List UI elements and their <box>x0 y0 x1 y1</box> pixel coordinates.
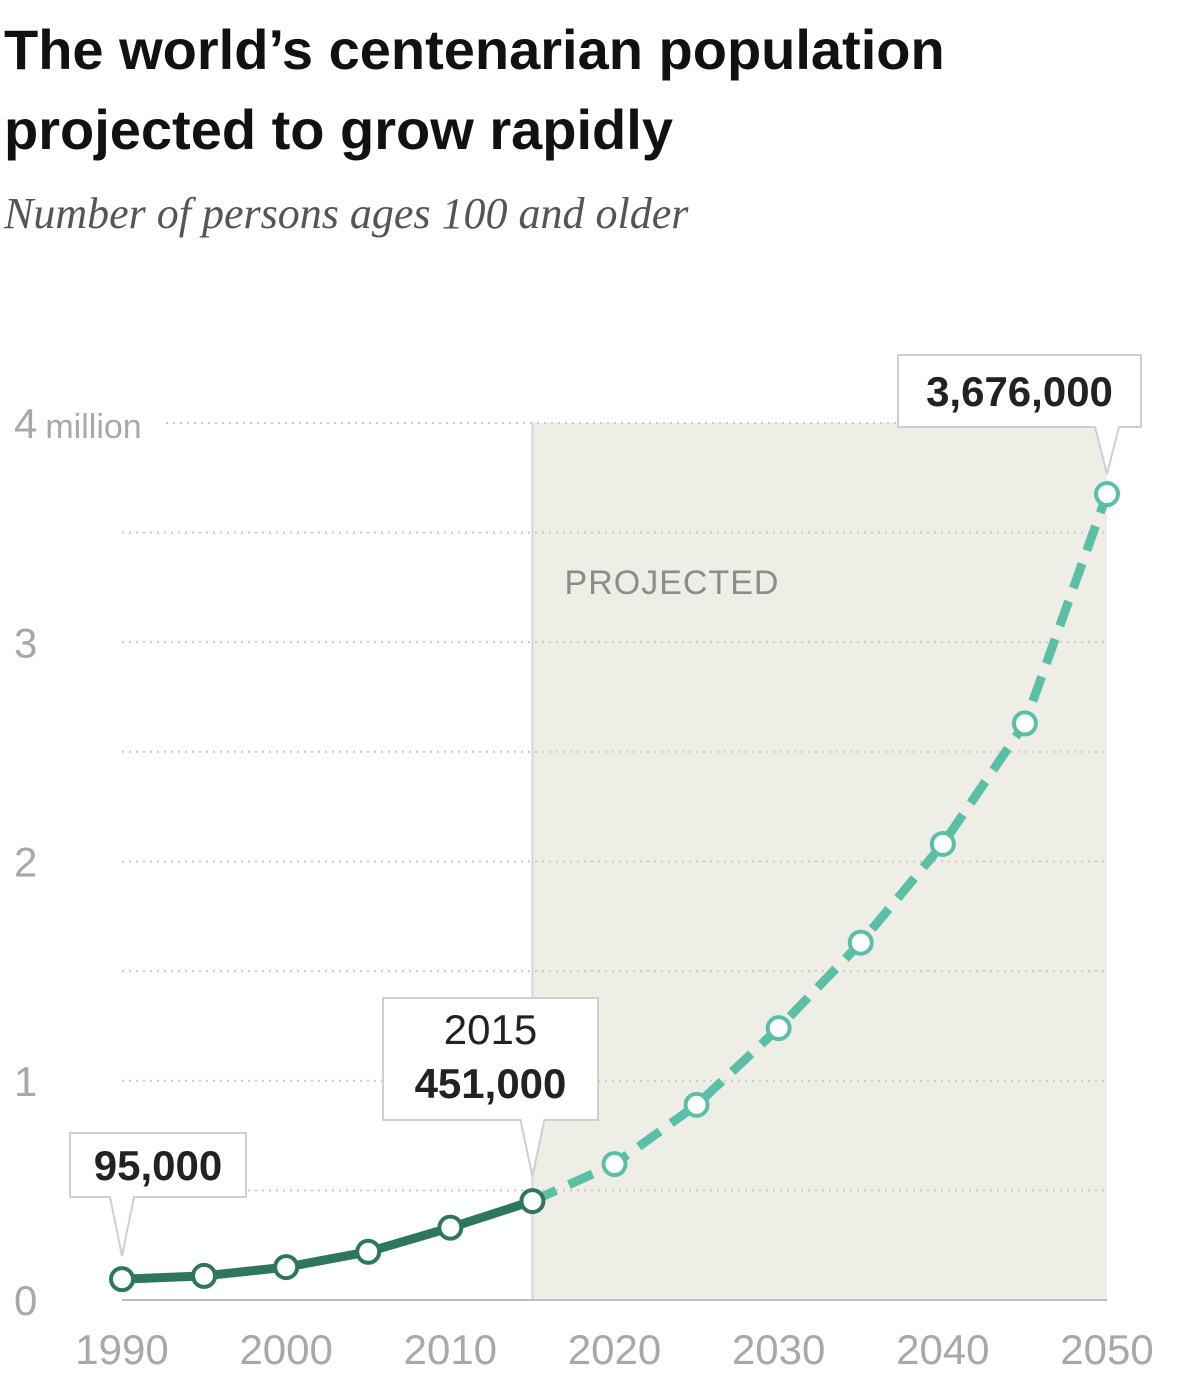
chart-subtitle: Number of persons ages 100 and older <box>4 189 689 238</box>
series-line-estimated <box>121 1196 534 1284</box>
y-tick-label: 3 <box>14 619 37 666</box>
data-point <box>437 1214 464 1241</box>
data-point <box>1011 710 1038 737</box>
chart-title: The world’s centenarian population proje… <box>4 18 945 161</box>
callout-box <box>69 1132 247 1257</box>
x-tick-label: 2010 <box>404 1326 497 1373</box>
data-point <box>355 1238 382 1265</box>
y-tick-label: 0 <box>14 1277 37 1324</box>
x-tick-label: 2000 <box>239 1326 332 1373</box>
x-tick-label: 2020 <box>568 1326 661 1373</box>
x-tick-label: 2030 <box>732 1326 825 1373</box>
callout: 3,676,000 <box>897 354 1142 475</box>
callout-value: 3,676,000 <box>926 368 1113 415</box>
projected-label: PROJECTED <box>565 564 780 602</box>
y-tick-label: 1 <box>14 1058 37 1105</box>
data-point <box>683 1091 710 1118</box>
data-point <box>847 929 874 956</box>
callout-year: 2015 <box>444 1006 537 1053</box>
callout-value: 451,000 <box>415 1060 567 1107</box>
x-tick-label: 2050 <box>1060 1326 1153 1373</box>
data-point <box>765 1015 792 1042</box>
callout-box <box>897 354 1142 475</box>
data-point <box>109 1266 135 1293</box>
series-line-projected <box>530 492 1112 1206</box>
x-tick-label: 1990 <box>75 1326 168 1373</box>
data-point <box>191 1262 218 1289</box>
y-tick-label: 2 <box>14 839 37 886</box>
data-point <box>929 830 956 857</box>
data-point <box>519 1188 546 1215</box>
x-tick-label: 2040 <box>896 1326 989 1373</box>
y-tick-label: 4 million <box>14 400 142 447</box>
data-point <box>1094 481 1120 508</box>
data-point <box>273 1254 300 1281</box>
callout: 2015 451,000 <box>382 997 599 1177</box>
y-tick-unit: million <box>45 408 141 446</box>
callout: 95,000 <box>69 1132 247 1257</box>
callout-box <box>382 997 599 1177</box>
data-point <box>601 1151 628 1178</box>
callout-value: 95,000 <box>94 1142 222 1189</box>
